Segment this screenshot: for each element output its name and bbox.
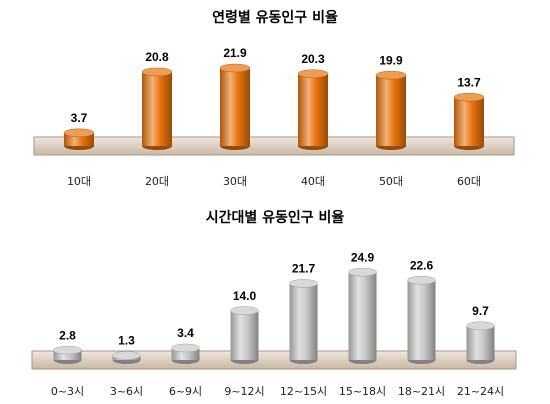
x-tick-label: 40대 (301, 175, 325, 188)
x-tick-label: 50대 (379, 175, 403, 188)
data-label: 2.8 (59, 328, 76, 342)
data-label: 21.7 (292, 262, 316, 276)
x-tick-label: 9~12시 (224, 385, 264, 398)
bar (53, 350, 82, 360)
x-tick-label: 21~24시 (457, 385, 504, 398)
bar-cap (53, 345, 82, 355)
data-label: 3.7 (71, 111, 88, 125)
bar (220, 68, 250, 146)
bar-cap (297, 69, 329, 78)
x-tick-label: 30대 (223, 175, 247, 188)
floor (33, 136, 515, 156)
floor (31, 350, 517, 370)
bar-cap (63, 128, 95, 138)
bar (230, 310, 259, 360)
bar (298, 73, 328, 146)
bar-cap (171, 343, 200, 353)
bar (142, 71, 172, 146)
x-tick-label: 60대 (457, 175, 481, 188)
bar-cap (453, 92, 485, 102)
data-label: 3.4 (177, 326, 194, 340)
data-label: 21.9 (223, 46, 247, 60)
data-label: 19.9 (379, 53, 403, 67)
bar (454, 97, 484, 146)
bar-cap (141, 67, 173, 77)
bar (407, 280, 436, 360)
x-tick-label: 15~18시 (339, 385, 386, 398)
bar (466, 325, 495, 360)
x-tick-label: 6~9시 (169, 385, 202, 398)
bar (289, 283, 318, 360)
x-tick-label: 3~6시 (110, 385, 143, 398)
data-label: 20.8 (145, 50, 169, 64)
bar-cap (230, 306, 259, 315)
data-label: 20.3 (301, 52, 325, 66)
chart-title: 연령별 유동인구 비율 (212, 9, 338, 26)
x-tick-label: 0~3시 (51, 385, 84, 398)
bar-cap (112, 351, 141, 360)
data-label: 22.6 (410, 258, 434, 272)
data-label: 13.7 (457, 75, 481, 89)
data-label: 1.3 (118, 334, 135, 348)
bar (376, 75, 406, 146)
x-tick-label: 18~21시 (398, 385, 445, 398)
chart-title: 시간대별 유동인구 비율 (206, 209, 345, 226)
bar-cap (466, 321, 495, 331)
bar-cap (348, 267, 377, 277)
x-tick-label: 10대 (67, 175, 91, 188)
bar (348, 272, 377, 360)
bar-cap (219, 63, 251, 73)
bar-cap (289, 279, 318, 288)
bar-cap (375, 70, 407, 80)
bar-cap (407, 275, 436, 285)
data-label: 9.7 (472, 304, 489, 318)
data-label: 24.9 (351, 250, 375, 264)
x-tick-label: 12~15시 (280, 385, 327, 398)
x-tick-label: 20대 (145, 175, 169, 188)
data-label: 14.0 (233, 289, 257, 303)
